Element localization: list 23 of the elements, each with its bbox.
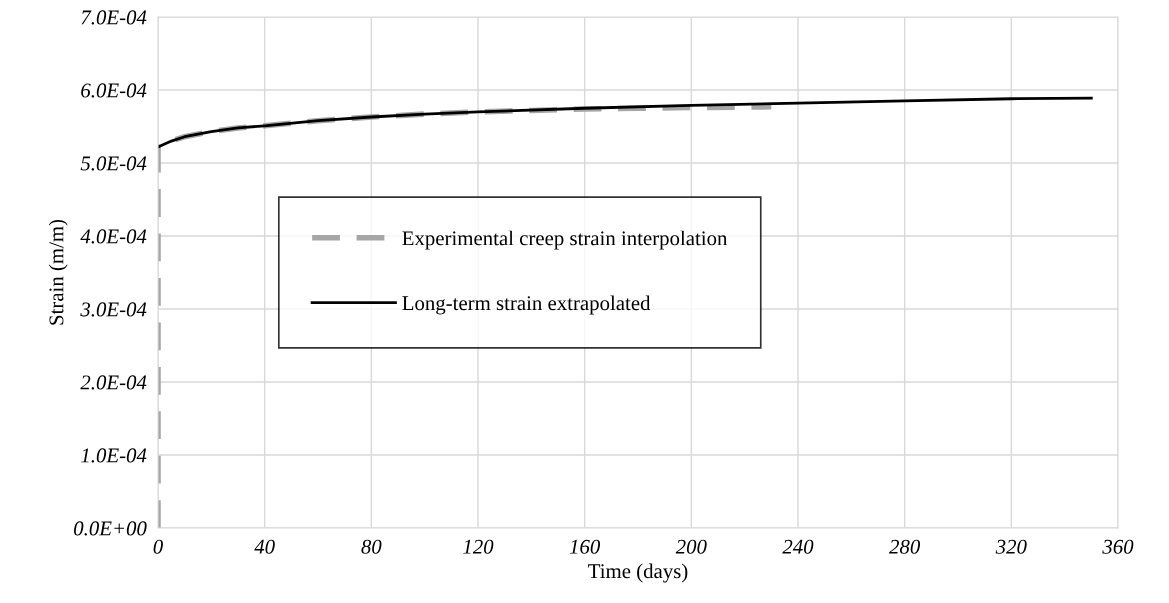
x-tick-label: 320: [995, 539, 1027, 554]
x-tick-label: 360: [1102, 539, 1134, 554]
x-tick-label: 160: [569, 539, 601, 554]
y-tick-label: 6.0E-04: [81, 83, 147, 98]
y-tick-label: 3.0E-04: [80, 302, 147, 317]
y-tick-label: 5.0E-04: [80, 156, 147, 171]
x-axis-title: Time (days): [588, 563, 688, 583]
x-tick-label: 240: [782, 539, 814, 554]
legend-label: Long-term strain extrapolated: [402, 295, 651, 315]
x-tick-label: 0: [153, 539, 163, 554]
x-tick-label: 200: [675, 539, 707, 554]
x-tick-label: 120: [463, 539, 494, 554]
y-tick-label: 2.0E-04: [80, 375, 147, 390]
y-axis-title: Strain (m/m): [48, 219, 68, 325]
x-tick-label: 280: [889, 539, 921, 554]
y-tick-label: 0.0E+00: [74, 521, 147, 536]
legend-label: Experimental creep strain interpolation: [402, 230, 728, 250]
x-tick-label: 40: [254, 539, 275, 554]
y-tick-label: 4.0E-04: [80, 229, 147, 244]
line-series: [158, 96, 1093, 149]
y-tick-label: 7.0E-04: [81, 10, 147, 25]
x-tick-label: 80: [361, 539, 382, 554]
y-tick-label: 1.0E-04: [81, 448, 147, 463]
